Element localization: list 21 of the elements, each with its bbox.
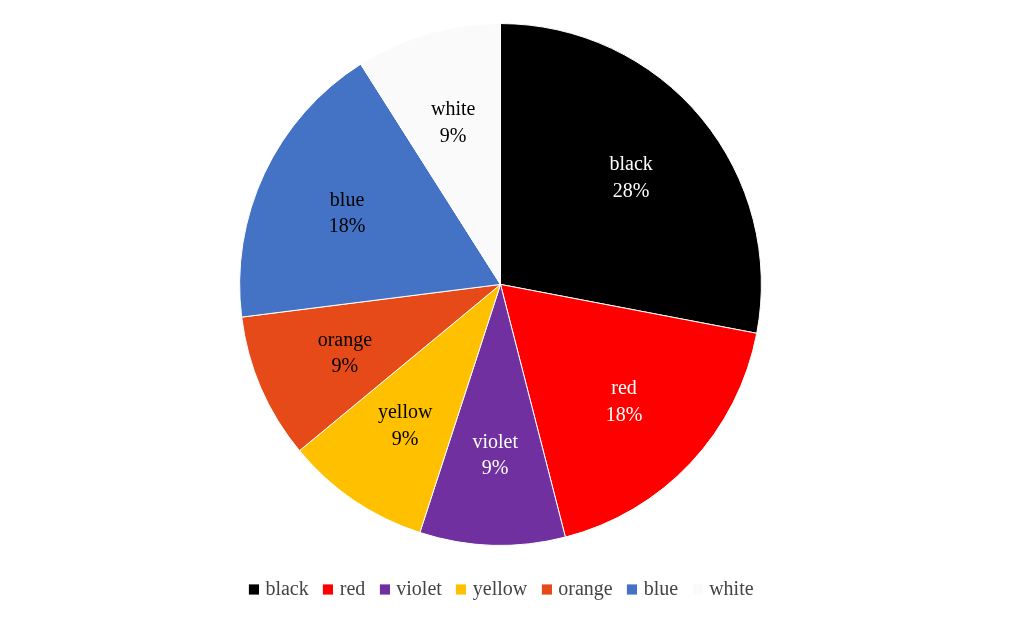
data-label: 9% xyxy=(331,353,359,376)
slice-label: yellow xyxy=(377,400,433,424)
slice-label: orange xyxy=(317,327,373,351)
legend-label: yellow xyxy=(472,577,528,600)
legend-label: red xyxy=(339,577,366,600)
data-label: 9% xyxy=(391,426,419,449)
data-label: 28% xyxy=(612,178,650,201)
slice-label: blue xyxy=(329,188,365,211)
slice-label: red xyxy=(611,376,637,399)
slice-label: violet xyxy=(472,429,519,452)
legend-label: blue xyxy=(643,577,679,600)
data-label: 18% xyxy=(605,402,643,425)
legend-label: violet xyxy=(396,577,442,600)
legend-label: orange xyxy=(558,577,613,600)
category-label: white xyxy=(709,577,754,599)
legend-label: black xyxy=(265,577,309,600)
data-label: 9% xyxy=(481,456,509,479)
slice-label: black xyxy=(609,152,653,175)
data-label: 18% xyxy=(328,214,366,237)
slice-label: white xyxy=(430,97,476,120)
data-label: 9% xyxy=(439,123,467,146)
